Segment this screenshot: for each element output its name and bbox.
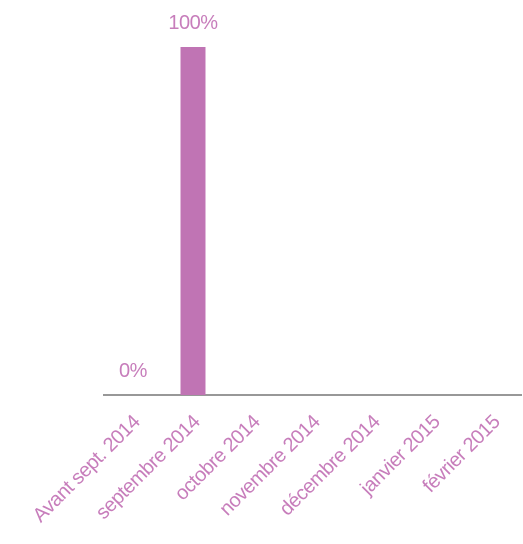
x-tick-label: Avant sept. 2014	[29, 411, 145, 527]
bar	[180, 47, 206, 395]
data-label: 0%	[119, 360, 148, 382]
x-tick-label: septembre 2014	[92, 411, 205, 524]
data-label: 100%	[168, 12, 218, 34]
